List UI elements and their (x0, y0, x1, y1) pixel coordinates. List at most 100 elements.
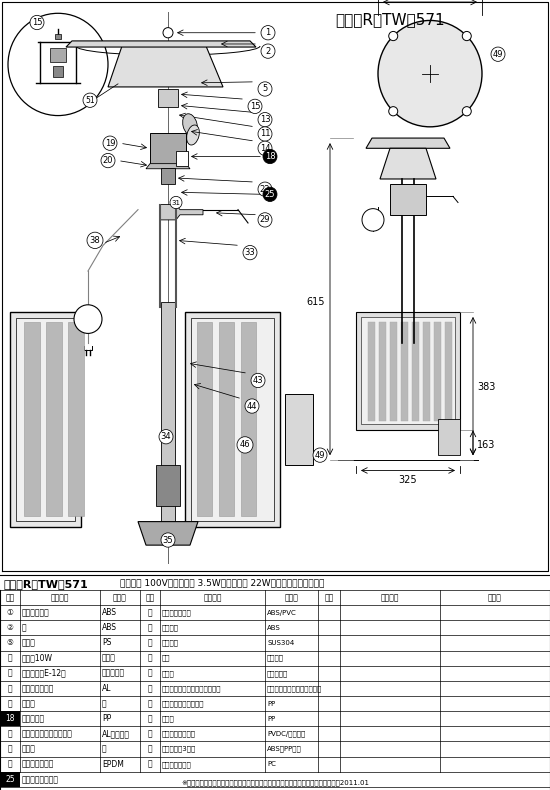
Bar (423, 322, 430, 421)
Text: 浸水検知器: 浸水検知器 (22, 714, 45, 724)
Circle shape (161, 533, 175, 547)
Text: 43: 43 (252, 376, 263, 385)
Text: 31: 31 (172, 200, 180, 205)
Text: オーバーフロー穴: オーバーフロー穴 (22, 775, 59, 784)
Circle shape (258, 213, 272, 227)
Text: 49: 49 (493, 50, 503, 58)
Circle shape (248, 100, 262, 114)
Circle shape (163, 28, 173, 38)
Text: 14: 14 (260, 144, 270, 152)
Text: ①: ① (7, 608, 13, 617)
Text: ABS: ABS (102, 623, 117, 632)
Text: 22: 22 (260, 185, 270, 194)
Bar (46, 322, 62, 517)
Bar (10, 312, 81, 527)
Text: 325: 325 (399, 475, 417, 484)
Text: ビニールキャブタイヤコード: ビニールキャブタイヤコード (267, 685, 322, 692)
Text: 46: 46 (240, 440, 250, 450)
Text: ㉞: ㉞ (148, 653, 152, 663)
Bar (379, 322, 386, 421)
Text: ソケット（E-12）: ソケット（E-12） (22, 669, 67, 678)
Text: ②: ② (7, 623, 13, 632)
Text: ⑲: ⑲ (148, 745, 152, 754)
Polygon shape (160, 205, 203, 220)
Text: AL: AL (102, 684, 112, 693)
Text: 部番: 部番 (145, 593, 155, 602)
Circle shape (491, 47, 505, 62)
Text: PP: PP (102, 714, 111, 724)
Text: 水切り板: 水切り板 (162, 625, 179, 631)
Bar (16, 318, 75, 521)
Text: 材　質: 材 質 (488, 593, 502, 602)
Bar (150, 133, 186, 166)
Circle shape (170, 197, 182, 209)
Text: かじかR　TW－571: かじかR TW－571 (335, 13, 444, 28)
Text: 重り　（脚3ケ）: 重り （脚3ケ） (162, 746, 196, 752)
Text: 品　　名: 品 名 (204, 593, 222, 602)
Bar (285, 393, 313, 465)
Text: ABS: ABS (267, 625, 280, 631)
Text: ジェラコン: ジェラコン (267, 670, 288, 676)
Text: ジョイントゴム: ジョイントゴム (22, 760, 54, 769)
Bar (185, 312, 280, 527)
Circle shape (258, 141, 272, 156)
Circle shape (83, 93, 97, 107)
Bar (390, 184, 426, 215)
Text: ⑮: ⑮ (8, 699, 12, 708)
Text: ※お断りなく材質形状等を変更する場合がございます。　白ヌキ・・・・非売品　2011.01: ※お断りなく材質形状等を変更する場合がございます。 白ヌキ・・・・非売品 201… (181, 780, 369, 786)
Circle shape (258, 112, 272, 127)
Text: 軸受け: 軸受け (162, 670, 175, 676)
Bar (158, 89, 178, 107)
Bar (401, 322, 408, 421)
Ellipse shape (186, 125, 199, 145)
Text: 38: 38 (90, 236, 100, 245)
Circle shape (258, 182, 272, 197)
Text: 品　　名: 品 名 (51, 593, 69, 602)
Bar (438, 419, 460, 455)
Text: ㊻: ㊻ (148, 729, 152, 739)
Text: 品　　名: 品 名 (381, 593, 399, 602)
Text: かじかR　TW－571: かじかR TW－571 (4, 579, 89, 589)
Bar (161, 167, 175, 184)
Circle shape (462, 32, 471, 40)
Text: 11: 11 (260, 130, 270, 138)
Bar (361, 317, 455, 424)
Circle shape (103, 136, 117, 150)
Circle shape (159, 430, 173, 444)
Text: 13: 13 (260, 115, 270, 124)
Text: PVDC/ナイロン: PVDC/ナイロン (267, 731, 305, 737)
Circle shape (101, 153, 115, 167)
Text: 615: 615 (306, 297, 325, 307)
Text: 29: 29 (260, 216, 270, 224)
Text: ⑳: ⑳ (8, 745, 12, 754)
Text: 鉄: 鉄 (102, 745, 107, 754)
Text: 部番: 部番 (6, 593, 15, 602)
Circle shape (251, 374, 265, 388)
Text: 25: 25 (5, 775, 15, 784)
Text: 本体支え付き濾過槽蓋: 本体支え付き濾過槽蓋 (162, 700, 205, 707)
Text: 35: 35 (163, 536, 173, 544)
Text: シャフト: シャフト (162, 640, 179, 646)
Text: 18: 18 (6, 714, 15, 724)
Bar (197, 322, 212, 517)
Text: 傘支え: 傘支え (22, 699, 36, 708)
Text: ランプホルダー: ランプホルダー (162, 761, 192, 768)
Text: モーターファン: モーターファン (22, 684, 54, 693)
Text: ㉝: ㉝ (148, 638, 152, 648)
Text: 5: 5 (262, 85, 268, 93)
Text: ABS: ABS (102, 608, 117, 617)
Text: ⑪: ⑪ (8, 653, 12, 663)
Circle shape (87, 232, 103, 249)
Circle shape (261, 44, 275, 58)
Text: 18: 18 (265, 152, 276, 161)
Text: セード: セード (22, 638, 36, 648)
Text: ⑲: ⑲ (8, 729, 12, 739)
Circle shape (263, 149, 277, 164)
Text: ㊾: ㊾ (148, 760, 152, 769)
Text: ベラ: ベラ (162, 655, 170, 661)
Polygon shape (366, 138, 450, 149)
Polygon shape (380, 149, 436, 179)
Text: PP: PP (267, 701, 275, 706)
Text: ABS/PVC: ABS/PVC (267, 610, 297, 615)
Text: ㉟: ㉟ (148, 669, 152, 678)
